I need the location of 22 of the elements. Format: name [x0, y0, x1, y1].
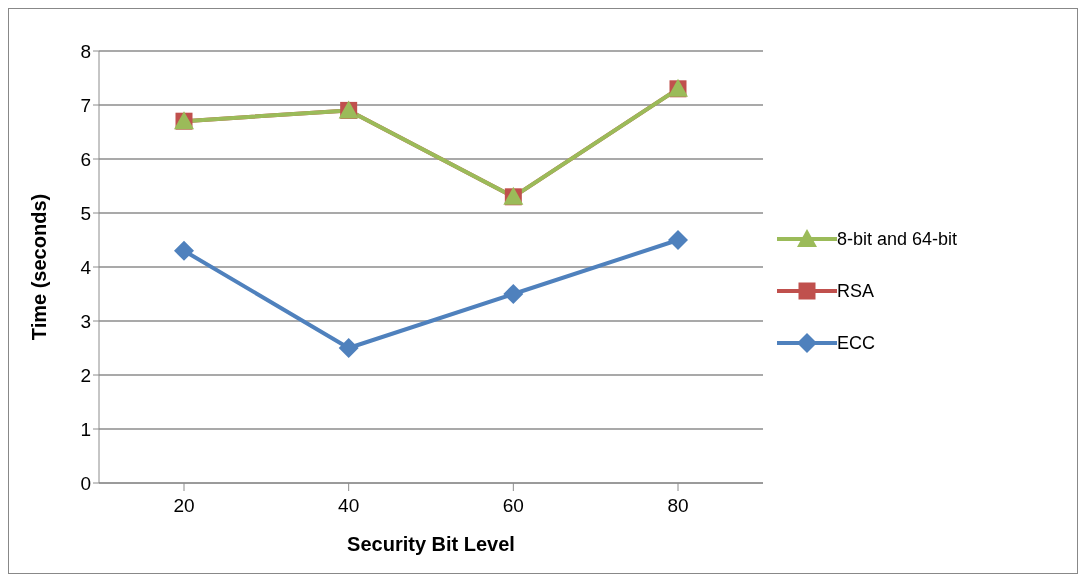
legend-label: RSA: [837, 280, 875, 302]
y-axis-title: Time (seconds): [28, 193, 51, 341]
legend-label: ECC: [837, 332, 876, 354]
y-tick-label: 3: [80, 310, 91, 332]
x-tick-label: 40: [338, 495, 360, 517]
point: [174, 240, 194, 261]
point: [668, 230, 688, 250]
x-axis-title: Security Bit Level: [347, 533, 515, 555]
point: [503, 284, 524, 304]
y-tick-label: 2: [80, 364, 91, 386]
legend-label: 8-bit and 64-bit: [837, 228, 958, 250]
y-tick-label: 1: [80, 418, 91, 440]
y-tick-label: 7: [80, 94, 91, 116]
y-tick-label: 8: [80, 40, 91, 62]
x-tick-label: 20: [173, 495, 195, 517]
y-tick-label: 6: [80, 148, 91, 170]
y-tick-label: 5: [80, 202, 91, 224]
y-tick-label: 0: [80, 472, 91, 494]
point: [338, 338, 359, 358]
x-tick-label: 60: [502, 495, 524, 517]
y-tick-label: 4: [80, 256, 92, 278]
x-tick-label: 80: [667, 495, 689, 517]
